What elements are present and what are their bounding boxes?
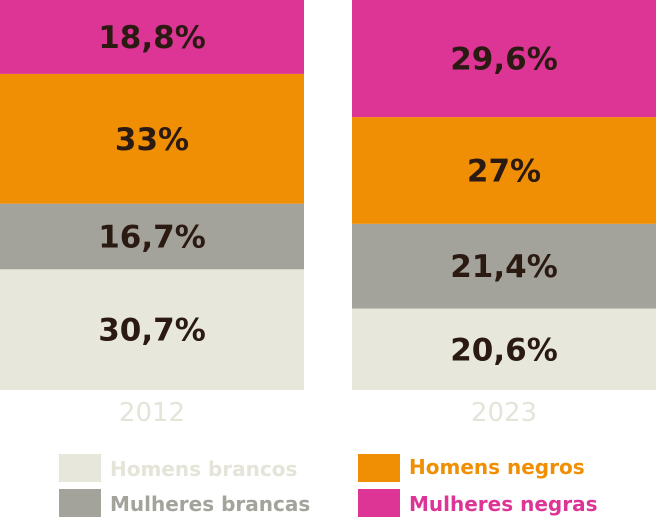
bar-segment-2023-0 xyxy=(352,308,656,390)
legend-label-3: Mulheres negras xyxy=(409,492,597,516)
category-label-2023: 2023 xyxy=(471,398,537,428)
legend-swatch-2 xyxy=(358,454,400,482)
bar-segment-2023-1 xyxy=(352,223,656,309)
legend-swatch-0 xyxy=(59,454,101,482)
bar-segment-2012-1 xyxy=(0,203,304,270)
bar-segment-2023-3 xyxy=(352,0,656,118)
category-labels-group: 2012 2023 xyxy=(119,398,537,428)
data-label-2012-1: 16,7% xyxy=(98,219,206,255)
legend-label-2: Homens negros xyxy=(409,455,585,479)
data-label-2023-2: 27% xyxy=(467,153,541,189)
bar-segment-2012-0 xyxy=(0,269,304,390)
category-label-2012: 2012 xyxy=(119,398,185,428)
data-label-2012-2: 33% xyxy=(115,122,189,158)
segment-labels-group: 30,7% 16,7% 33% 18,8% 20,6% 21,4% 27% 29,6% xyxy=(98,20,558,368)
legend-label-1: Mulheres brancas xyxy=(110,492,310,516)
data-label-2023-3: 29,6% xyxy=(450,42,558,78)
legend: Homens brancos Mulheres brancas Homens neg… xyxy=(59,454,597,517)
data-label-2012-0: 30,7% xyxy=(98,313,206,349)
data-label-2023-1: 21,4% xyxy=(450,249,558,285)
legend-swatch-1 xyxy=(59,489,101,517)
data-label-2023-0: 20,6% xyxy=(450,332,558,368)
bars-group xyxy=(0,0,656,390)
legend-label-0: Homens brancos xyxy=(110,457,297,481)
bar-segment-2023-2 xyxy=(352,117,656,224)
bar-segment-2012-3 xyxy=(0,0,304,74)
bar-segment-2012-2 xyxy=(0,73,304,204)
data-label-2012-3: 18,8% xyxy=(98,20,206,56)
legend-swatch-3 xyxy=(358,489,400,517)
